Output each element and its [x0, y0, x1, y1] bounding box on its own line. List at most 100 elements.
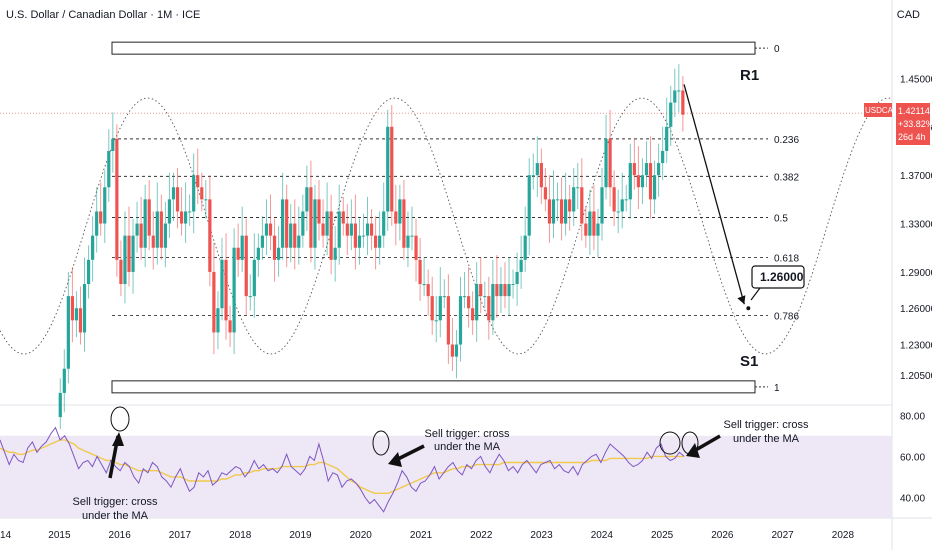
candle-body	[252, 259, 256, 297]
candle-body	[91, 235, 95, 260]
time-tick-label: 2017	[169, 530, 192, 541]
rsi-tick-label: 40.00	[900, 493, 925, 504]
annotation-text: Sell trigger: cross	[425, 428, 510, 440]
candle-body	[628, 163, 632, 200]
projection-arrowhead	[737, 295, 746, 305]
annotation-text: under the MA	[733, 433, 800, 445]
candle-body	[624, 199, 628, 201]
candle-body	[527, 175, 531, 236]
candle-body	[183, 211, 188, 224]
candle-body	[78, 308, 83, 333]
candle-body	[341, 211, 345, 224]
target-label: 1.26000	[760, 270, 804, 284]
candle-body	[66, 296, 70, 369]
annotation-text: Sell trigger: cross	[73, 496, 158, 508]
candle-body	[135, 223, 139, 236]
candle-body	[483, 296, 487, 298]
symbol-badge	[864, 103, 892, 117]
fib-level-label: 0.5	[774, 214, 788, 225]
candle-body	[604, 138, 608, 188]
candle-body	[163, 223, 167, 248]
annotation-arrow	[693, 434, 721, 453]
time-tick-label: 2015	[48, 530, 71, 541]
candle-body	[677, 90, 681, 92]
candle-body	[418, 259, 422, 285]
candle-body	[648, 163, 653, 200]
candle-body	[592, 211, 596, 236]
candle-body	[462, 296, 467, 298]
candle-body	[616, 211, 620, 213]
candle-body	[531, 175, 535, 177]
zone-label: R1	[740, 67, 759, 84]
time-tick-label: 2025	[651, 530, 674, 541]
candle-body	[240, 235, 244, 260]
candle-body	[329, 211, 333, 260]
candle-body	[99, 211, 103, 224]
candle-body	[179, 211, 184, 224]
candle-body	[576, 187, 580, 189]
candle-body	[361, 235, 366, 237]
candle-body	[216, 308, 220, 333]
candle-body	[535, 163, 539, 176]
candle-body	[70, 296, 74, 321]
fib-level-label: 0.382	[774, 172, 799, 183]
fib-level-label: 0.618	[774, 253, 799, 264]
chart-title: U.S. Dollar / Canadian Dollar · 1M · ICE	[6, 9, 201, 21]
candle-body	[289, 223, 293, 248]
candle-body	[378, 235, 382, 248]
candle-body	[487, 296, 491, 321]
candle-body	[386, 126, 390, 212]
annotation-text: under the MA	[82, 510, 149, 522]
zone-box	[111, 41, 756, 55]
candle-body	[644, 163, 649, 176]
candle-body	[155, 211, 159, 248]
candle-body	[523, 235, 527, 260]
price-badge-value: 1.42114	[898, 106, 930, 116]
time-tick-label: 2028	[832, 530, 855, 541]
candle-body	[612, 187, 616, 212]
candle-body	[475, 284, 479, 321]
candle-body	[547, 199, 552, 224]
candle-body	[608, 138, 612, 188]
candle-body	[62, 368, 66, 393]
fib-level-label: 1	[774, 383, 780, 394]
signal-circle	[659, 431, 681, 455]
cycle-curve	[0, 97, 892, 355]
candle-body	[600, 187, 604, 224]
zone-label: S1	[740, 353, 758, 370]
candle-body	[374, 235, 378, 248]
time-tick-label: 2026	[711, 530, 734, 541]
price-badge	[896, 103, 930, 145]
signal-circle	[372, 430, 390, 456]
annotation-arrowhead	[686, 443, 700, 458]
candle-body	[673, 90, 677, 103]
candle-body	[426, 284, 430, 297]
target-point	[746, 306, 751, 311]
candle-body	[652, 175, 657, 200]
candle-body	[434, 320, 438, 322]
time-tick-label: 2019	[289, 530, 312, 541]
annotation-text: under the MA	[434, 441, 501, 453]
candle-body	[281, 199, 285, 248]
candle-body	[208, 199, 212, 272]
candle-body	[555, 199, 560, 201]
candle-body	[244, 235, 248, 297]
candle-body	[632, 163, 636, 176]
candle-body	[236, 247, 240, 260]
candle-body	[382, 211, 386, 236]
candle-body	[564, 199, 568, 224]
candle-body	[515, 271, 519, 285]
price-tick-label: 1.29000	[900, 268, 932, 279]
candle-body	[446, 296, 450, 345]
candle-body	[337, 211, 341, 248]
fib-level-label: 0.786	[774, 311, 799, 322]
price-badge-change: +33.82%	[898, 119, 932, 129]
candle-body	[430, 296, 434, 321]
candle-body	[458, 296, 463, 345]
candle-body	[293, 223, 297, 248]
candle-body	[410, 235, 414, 237]
symbol-badge-label: USDCAD	[865, 106, 899, 115]
candle-body	[551, 199, 556, 224]
